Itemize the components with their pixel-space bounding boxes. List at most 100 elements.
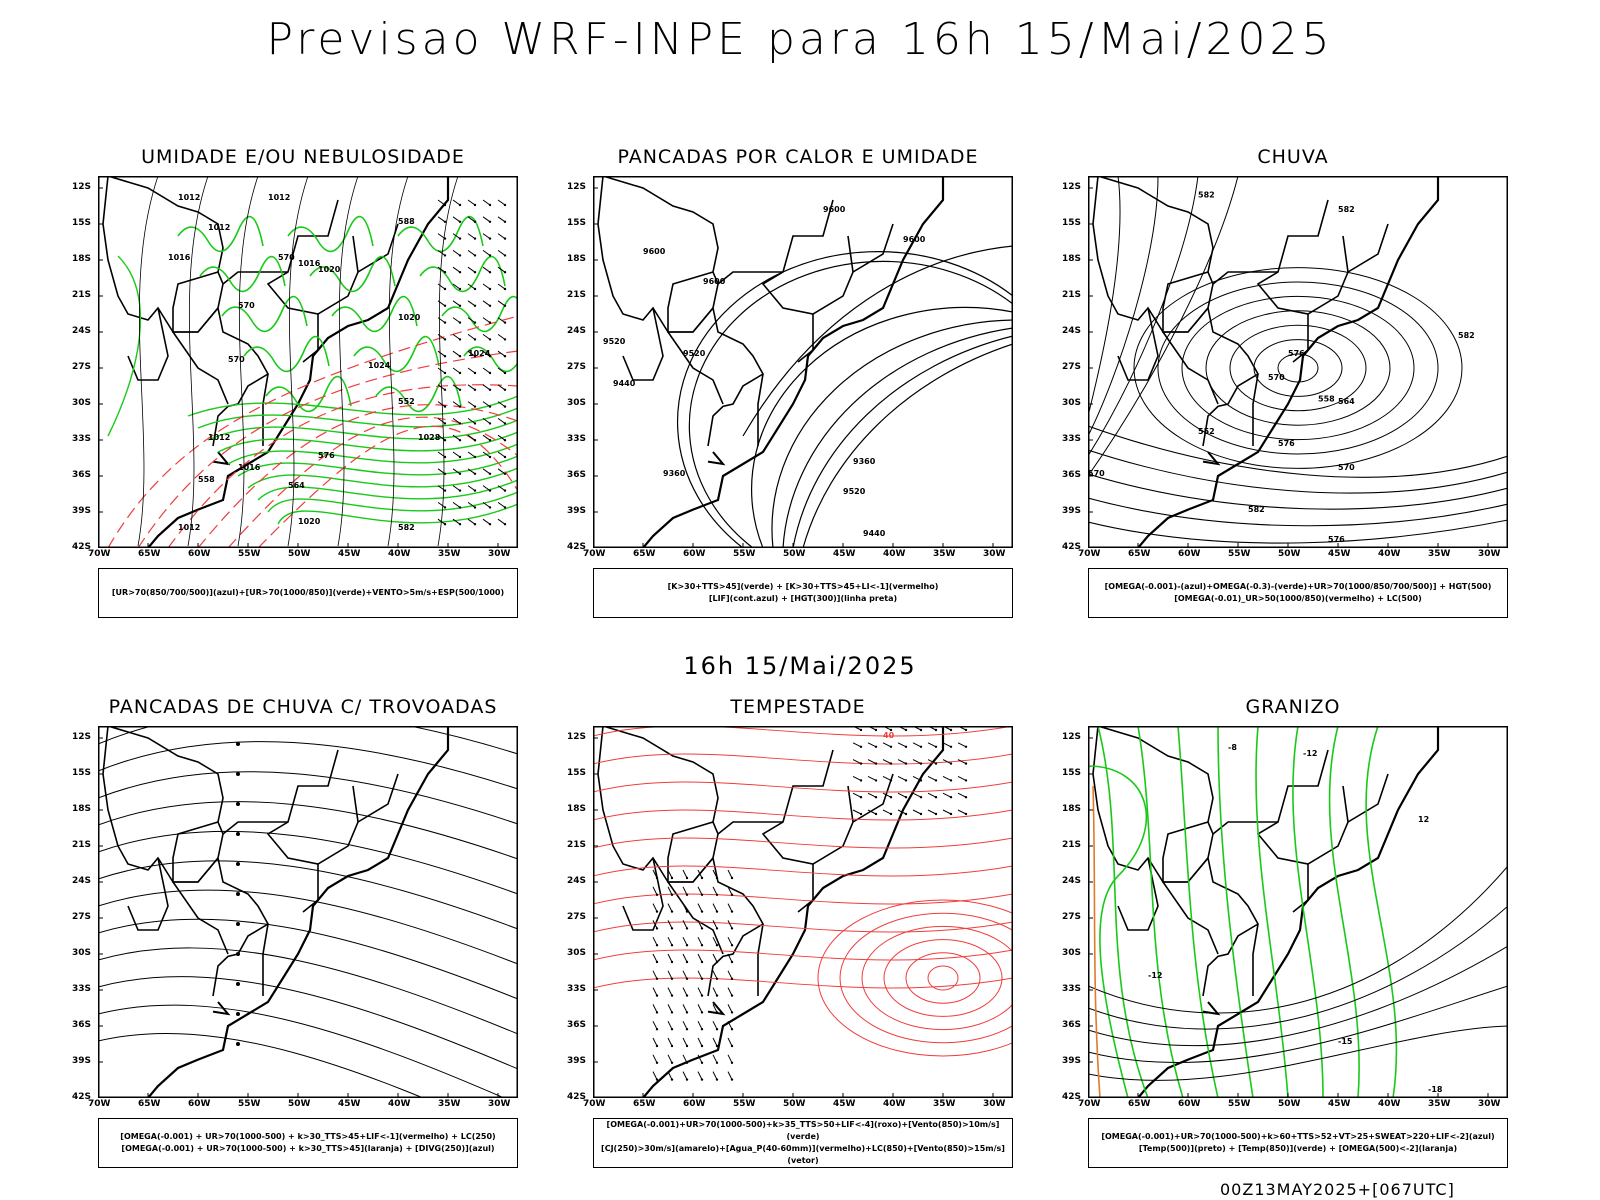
wind850-vector bbox=[682, 886, 688, 896]
wind850-vector-head bbox=[685, 1011, 689, 1014]
lat-tick-label: 12S bbox=[1062, 182, 1082, 192]
wind850-vector bbox=[712, 970, 718, 980]
wind850-vector-head bbox=[904, 812, 908, 816]
contour-label: 582 bbox=[1338, 205, 1355, 214]
wind-vector-head bbox=[473, 355, 477, 358]
wind850-vector bbox=[912, 775, 922, 781]
map-trovoadas[interactable]: 12S 15S 18S 21S 24S 27S 30S 33S 36S 39S 42S 70W 65W 6… bbox=[72, 726, 518, 1109]
streamline bbox=[1088, 473, 1508, 510]
panel-umidade: UMIDADE E/OU NEBULOSIDADE 1012 1012 1012 10… bbox=[68, 146, 538, 626]
wind850-vector bbox=[927, 759, 937, 765]
wind850-vector bbox=[727, 1004, 733, 1013]
wind-vector-head bbox=[458, 338, 462, 341]
wind850-vector bbox=[682, 1054, 688, 1064]
streamline-250hpa bbox=[98, 801, 518, 860]
wind-vector bbox=[437, 317, 446, 324]
wind-vector bbox=[437, 266, 446, 273]
wind-vector-head bbox=[458, 506, 462, 509]
lon-tick-label: 55W bbox=[733, 1099, 756, 1109]
low-level-streamline-red bbox=[593, 921, 1013, 933]
wind-vector-head bbox=[503, 489, 507, 492]
wind-vector-head bbox=[473, 237, 477, 240]
temp850-contour-green bbox=[1328, 726, 1360, 1098]
wind850-vector bbox=[727, 1054, 733, 1064]
low-level-streamline-red bbox=[883, 939, 1003, 1017]
lat-tick-label: 27S bbox=[1062, 912, 1082, 922]
wind850-vector-head bbox=[874, 812, 878, 816]
wind850-vector bbox=[682, 920, 688, 929]
wind-vector-head bbox=[458, 405, 462, 408]
wind850-vector-head bbox=[919, 779, 923, 782]
legend-box: [OMEGA(-0.001)+UR>70(1000-500)+k>60+TTS>… bbox=[1088, 1118, 1508, 1168]
streamline-arrow bbox=[236, 832, 240, 836]
lon-tick-label: 30W bbox=[1478, 1099, 1501, 1109]
lat-tick-label: 15S bbox=[1062, 218, 1082, 228]
map-umidade[interactable]: 1012 1012 1012 1016 1016 1020 1020 1024 1024 1028… bbox=[72, 176, 518, 559]
wind850-vector bbox=[882, 809, 892, 815]
wind-vector-head bbox=[473, 439, 477, 442]
wind-vector-head bbox=[473, 472, 477, 475]
lon-tick-label: 65W bbox=[1128, 1099, 1151, 1109]
low-level-streamline-red bbox=[861, 925, 1013, 1031]
wind-vector bbox=[452, 384, 461, 391]
wind850-vector bbox=[697, 869, 703, 879]
streamline-250hpa bbox=[98, 830, 518, 895]
contour-label: 9360 bbox=[663, 469, 686, 478]
legend-box: [OMEGA(-0.001) + UR>70(1000-500) + k>30_… bbox=[98, 1118, 518, 1168]
contour-label: -18 bbox=[1428, 1085, 1443, 1094]
panel-title: PANCADAS DE CHUVA C/ TROVOADAS bbox=[108, 696, 498, 718]
wind850-vector-head bbox=[685, 910, 689, 913]
wind850-vector bbox=[942, 759, 952, 765]
map-chuva[interactable]: 582 582 582 576 570 564 558 552 576 570 582 576 570 1… bbox=[1062, 176, 1508, 559]
map-frame bbox=[1088, 726, 1508, 1098]
wind-vector bbox=[482, 283, 491, 290]
wind-vector bbox=[482, 233, 491, 240]
wind850-vector bbox=[927, 775, 937, 781]
wind850-vector-head bbox=[670, 994, 674, 997]
map-pancadas-calor[interactable]: 9600 9600 9600 9600 9520 9520 9440 9360 9520 9440… bbox=[567, 176, 1013, 559]
wind-vector bbox=[497, 216, 506, 223]
wind850-vector bbox=[682, 1004, 688, 1013]
contour-label: -8 bbox=[1228, 743, 1237, 752]
humidity-contour-green bbox=[207, 419, 518, 441]
wind-vector-head bbox=[443, 203, 447, 207]
contour-label: 582 bbox=[1458, 331, 1475, 340]
wind-vector bbox=[467, 216, 476, 223]
wind-vector bbox=[452, 300, 461, 307]
wind850-vector bbox=[667, 903, 673, 912]
panel-title: UMIDADE E/OU NEBULOSIDADE bbox=[141, 146, 465, 168]
lat-tick-label: 33S bbox=[1062, 434, 1082, 444]
wind-vector bbox=[467, 300, 476, 307]
lon-tick-label: 40W bbox=[883, 1099, 906, 1109]
lon-tick-label: 30W bbox=[488, 1099, 511, 1109]
wind850-vector-head bbox=[874, 762, 878, 765]
lon-tick-label: 65W bbox=[1128, 549, 1151, 559]
wind-vector bbox=[437, 199, 446, 206]
wind850-vector-head bbox=[964, 762, 968, 765]
wind-vector bbox=[482, 199, 491, 206]
border-line bbox=[797, 314, 814, 363]
wind850-vector bbox=[712, 1054, 718, 1064]
wind-vector-head bbox=[503, 254, 507, 257]
wind850-vector bbox=[867, 775, 877, 781]
wind-vector bbox=[437, 233, 446, 240]
wind-vector-head bbox=[503, 237, 507, 240]
wind850-vector-head bbox=[655, 1061, 659, 1064]
wind-vector bbox=[452, 451, 461, 458]
map-granizo[interactable]: -8 -12 -12 -15 -18 12 12S 15S 18S 21S 24S 27S 30S 33S… bbox=[1062, 726, 1508, 1109]
wind-vector bbox=[467, 518, 476, 525]
wind-vector-head bbox=[458, 388, 462, 391]
contour-label: 9440 bbox=[613, 379, 636, 388]
wind850-vector-head bbox=[670, 1028, 674, 1031]
wind850-vector bbox=[652, 1020, 658, 1030]
humidity-contour-green bbox=[177, 215, 264, 253]
wind-vector bbox=[437, 468, 446, 475]
wind-vector-head bbox=[443, 405, 447, 408]
height-contour bbox=[676, 251, 1013, 548]
contour-label: 1024 bbox=[468, 349, 491, 358]
map-tempestade[interactable]: 40 12S 15S 18S 21S 24S 27S 30S 33S 36S 39S 42S 70W 65… bbox=[567, 726, 1013, 1109]
contour-label: 564 bbox=[288, 481, 305, 490]
wind-vector-head bbox=[473, 371, 477, 375]
wind-vector-head bbox=[458, 271, 462, 274]
wind850-vector-head bbox=[730, 1011, 734, 1014]
